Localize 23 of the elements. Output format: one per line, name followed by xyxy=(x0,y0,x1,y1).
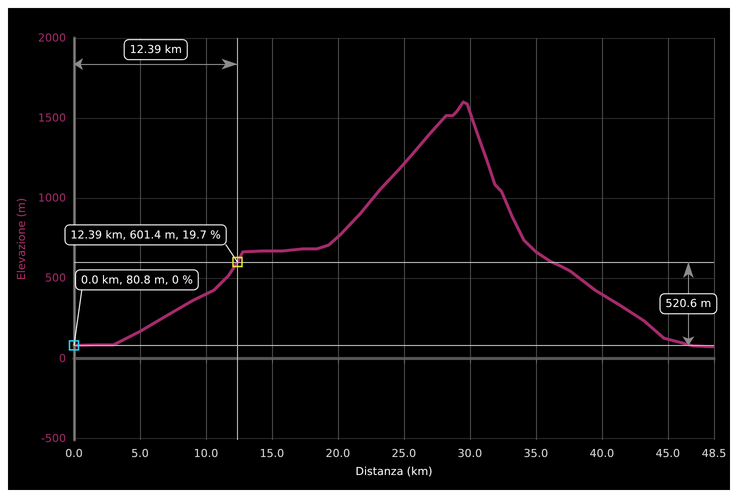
x-tick-label: 30.0 xyxy=(458,447,482,460)
x-axis-title: Distanza (km) xyxy=(356,465,432,478)
x-tick-label: 25.0 xyxy=(392,447,416,460)
x-tick-label: 20.0 xyxy=(326,447,350,460)
y-tick-label: 2000 xyxy=(38,32,66,44)
annotation: 520.6 m xyxy=(666,297,712,310)
y-tick-label: -500 xyxy=(41,432,66,445)
x-tick-label: 15.0 xyxy=(260,447,284,460)
x-tick-label: 10.0 xyxy=(194,447,218,460)
annotation: 12.39 km, 601.4 m, 19.7 % xyxy=(70,228,221,242)
x-tick-label: 40.0 xyxy=(590,447,614,460)
x-tick-label: 45.0 xyxy=(656,447,680,460)
x-tick-label: 48.5 xyxy=(702,447,726,460)
y-tick-label: 1500 xyxy=(38,112,66,125)
y-axis-title: Elevazione (m) xyxy=(15,198,28,280)
annotation: 12.39 km xyxy=(130,43,182,56)
y-tick-label: 0 xyxy=(59,352,66,365)
x-tick-label: 35.0 xyxy=(524,447,548,460)
y-tick-label: 500 xyxy=(45,272,66,285)
y-tick-label: 1000 xyxy=(38,192,66,205)
annotation: 0.0 km, 80.8 m, 0 % xyxy=(81,273,193,286)
x-tick-label: 5.0 xyxy=(131,447,149,460)
x-tick-label: 0.0 xyxy=(65,447,83,460)
